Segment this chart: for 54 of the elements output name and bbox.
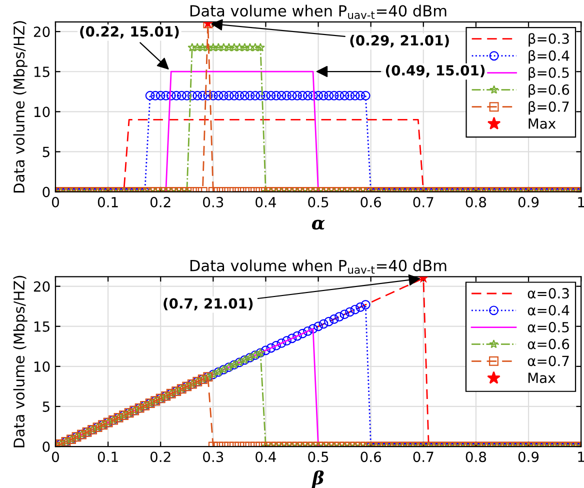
x-tick-label: 0.7 <box>413 452 434 462</box>
x-tick-label: 0.6 <box>360 452 382 462</box>
annotation: (0.49, 15.01) <box>386 64 485 78</box>
x-tick-label: 0.3 <box>203 196 224 208</box>
annotation: (0.22, 15.01) <box>80 26 179 38</box>
x-tick-label: 0.2 <box>150 452 170 462</box>
annotation: (0.7, 21.01) <box>164 298 253 310</box>
chart-title: Data volume when P$_{uav‐t}$=40 dBm <box>190 4 446 20</box>
x-tick-label: 0.4 <box>256 452 276 462</box>
x-tick-label: 0.5 <box>308 452 328 462</box>
legend-label: β=0.7 <box>528 101 569 115</box>
x-tick-label: 0 <box>52 452 59 462</box>
x-tick-label: 0.7 <box>413 196 434 208</box>
y-axis-title: Data volume (Mbps/HZ) <box>13 21 28 192</box>
legend-label: Max <box>528 372 556 384</box>
x-tick-label: 0.6 <box>360 196 382 208</box>
x-tick-label: 0.8 <box>466 196 486 208</box>
x-tick-label: 0.1 <box>98 196 118 208</box>
y-tick-label: 20 <box>34 26 50 38</box>
y-tick-label: 0 <box>42 186 50 198</box>
legend-label: α=0.6 <box>528 338 570 350</box>
y-tick-label: 10 <box>34 106 50 118</box>
x-tick-label: 0.3 <box>203 452 224 462</box>
legend-label: α=0.5 <box>528 322 569 332</box>
y-tick-label: 5 <box>42 402 50 412</box>
legend-label: β=0.3 <box>528 33 569 47</box>
x-tick-label: 0.8 <box>466 452 486 462</box>
x-tick-label: 0.5 <box>308 196 328 208</box>
y-tick-label: 0 <box>42 441 50 452</box>
x-axis-title: β <box>312 470 324 488</box>
legend-label: α=0.7 <box>528 356 569 366</box>
y-tick-label: 20 <box>34 281 50 292</box>
x-tick-label: 0.9 <box>518 196 539 208</box>
x-tick-label: 1 <box>578 197 584 208</box>
x-tick-label: 1 <box>578 452 584 462</box>
x-tick-label: 0.4 <box>256 196 276 208</box>
legend-label: β=0.4 <box>528 50 570 64</box>
legend-label: α=0.4 <box>528 304 570 316</box>
x-tick-label: 0 <box>52 196 59 208</box>
y-tick-label: 15 <box>34 322 50 332</box>
annotation: (0.29, 21.01) <box>350 34 449 48</box>
x-axis-title: α <box>312 220 325 230</box>
legend-label: β=0.6 <box>528 84 570 98</box>
x-tick-label: 0.2 <box>150 196 170 208</box>
legend-label: Max <box>528 118 556 129</box>
y-axis-title: Data volume (Mbps/HZ) <box>13 276 28 448</box>
y-tick-label: 10 <box>34 361 50 372</box>
y-tick-label: 15 <box>34 66 50 78</box>
legend-label: β=0.5 <box>528 67 569 81</box>
chart-title: Data volume when P$_{uav‐t}$=40 dBm <box>190 260 446 274</box>
y-tick-label: 5 <box>42 146 50 158</box>
x-tick-label: 0.9 <box>518 452 539 462</box>
x-tick-label: 0.1 <box>98 452 118 462</box>
legend-label: α=0.3 <box>528 288 569 299</box>
